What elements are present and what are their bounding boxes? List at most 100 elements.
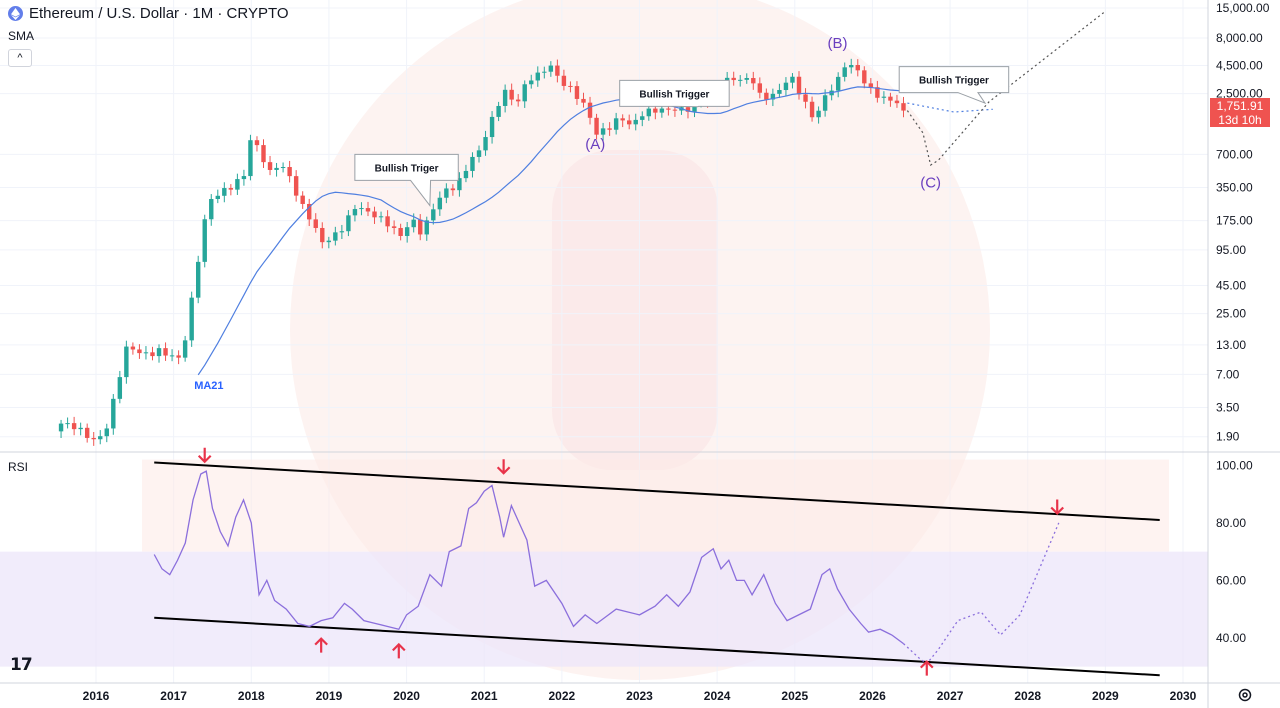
collapse-indicators-button[interactable]: ^ [8, 49, 32, 67]
candle-body [509, 89, 514, 100]
ethereum-icon [8, 6, 23, 21]
rsi-tick-label: 80.00 [1216, 516, 1246, 530]
candle-body [58, 423, 64, 432]
candle-body [751, 78, 756, 84]
candle-body [352, 209, 358, 216]
rsi-indicator-label[interactable]: RSI [8, 460, 29, 474]
candle-body [515, 99, 521, 102]
candle-body [241, 176, 247, 180]
candle-body [254, 140, 260, 146]
candle-body [483, 137, 488, 151]
candle-body [104, 428, 109, 437]
tradingview-logo[interactable]: 17 [10, 655, 33, 675]
candle-body [783, 82, 789, 91]
candle-body [411, 219, 416, 228]
candle-body [346, 215, 351, 232]
settings-icon[interactable] [1236, 686, 1254, 704]
candle-body [542, 71, 547, 73]
price-tick-label: 15,000.00 [1216, 1, 1270, 15]
price-tick-label: 700.00 [1216, 147, 1253, 161]
callout-box [898, 66, 1010, 105]
candle-body [738, 79, 743, 81]
candle-body [600, 128, 606, 135]
rsi-upper-zone [142, 459, 1169, 552]
year-tick-label: 2022 [549, 689, 576, 703]
arrow-up-icon [314, 637, 328, 653]
candle-body [182, 340, 188, 358]
candle-body [803, 94, 808, 102]
year-tick-label: 2028 [1014, 689, 1041, 703]
candle-body [450, 188, 456, 191]
candle-body [163, 348, 168, 356]
candle-body [78, 427, 83, 430]
candle-body [339, 231, 345, 233]
candle-body [849, 64, 854, 68]
year-tick-label: 2024 [704, 689, 731, 703]
rsi-tick-label: 40.00 [1216, 631, 1246, 645]
candle-body [267, 162, 273, 170]
callout-box [354, 153, 459, 207]
rsi-channel-lower [154, 616, 1160, 677]
current-price-tag: 1,751.91 13d 10h [1210, 98, 1270, 127]
candle-body [137, 349, 142, 354]
candle-body [307, 203, 312, 220]
candle-body [404, 227, 410, 236]
candle-body [777, 90, 782, 94]
year-tick-label: 2021 [471, 689, 498, 703]
candle-body [228, 188, 234, 190]
arrow-up-icon [920, 660, 934, 676]
candle-body [176, 355, 181, 358]
price-tick-label: 350.00 [1216, 181, 1253, 195]
rsi-tick-label: 100.00 [1216, 458, 1253, 472]
candle-body [431, 209, 436, 221]
candle-body [489, 116, 495, 138]
candle-body [320, 227, 325, 243]
candle-body [666, 108, 671, 110]
arrow-down-icon [197, 447, 212, 464]
price-tick-label: 4,500.00 [1216, 59, 1263, 73]
candle-body [594, 117, 599, 135]
rsi-channel-upper [154, 461, 1160, 521]
candle-body [117, 377, 123, 399]
candle-body [881, 96, 887, 98]
arrow-down-icon [1050, 499, 1064, 516]
candle-body [875, 87, 880, 98]
candle-body [731, 77, 736, 81]
candle-body [124, 346, 129, 378]
wave-label: (C) [920, 175, 941, 192]
candle-body [235, 179, 240, 190]
candle-body [202, 219, 207, 262]
wave-label: (B) [827, 35, 847, 52]
candle-body [326, 240, 332, 243]
year-tick-label: 2027 [937, 689, 964, 703]
candle-body [476, 150, 482, 157]
year-tick-label: 2030 [1170, 689, 1197, 703]
price-tick-label: 3.50 [1216, 401, 1240, 415]
candle-body [653, 108, 658, 113]
price-tick-label: 8,000.00 [1216, 31, 1263, 45]
candle-body [868, 83, 874, 88]
symbol-title[interactable]: Ethereum / U.S. Dollar · 1M · CRYPTO [29, 5, 289, 22]
chart-header: Ethereum / U.S. Dollar · 1M · CRYPTO [8, 5, 289, 22]
candle-body [463, 170, 469, 179]
year-tick-label: 2025 [781, 689, 808, 703]
candle-body [457, 178, 462, 191]
candle-body [65, 423, 70, 425]
candle-body [901, 103, 906, 111]
candle-body [424, 220, 429, 235]
candle-body [627, 120, 632, 125]
year-tick-label: 2017 [160, 689, 187, 703]
candle-countdown: 13d 10h [1218, 113, 1262, 127]
sma-indicator-label[interactable]: SMA [8, 29, 35, 43]
candle-body [437, 197, 443, 210]
candle-body [646, 108, 652, 117]
candle-body [470, 156, 475, 171]
arrow-down-icon [496, 459, 511, 475]
candle-body [365, 208, 371, 212]
candle-body [522, 84, 527, 102]
candle-body [535, 72, 540, 81]
price-tick-label: 2,500.00 [1216, 87, 1263, 101]
candle-body [607, 128, 612, 130]
price-tick-label: 25.00 [1216, 307, 1246, 321]
